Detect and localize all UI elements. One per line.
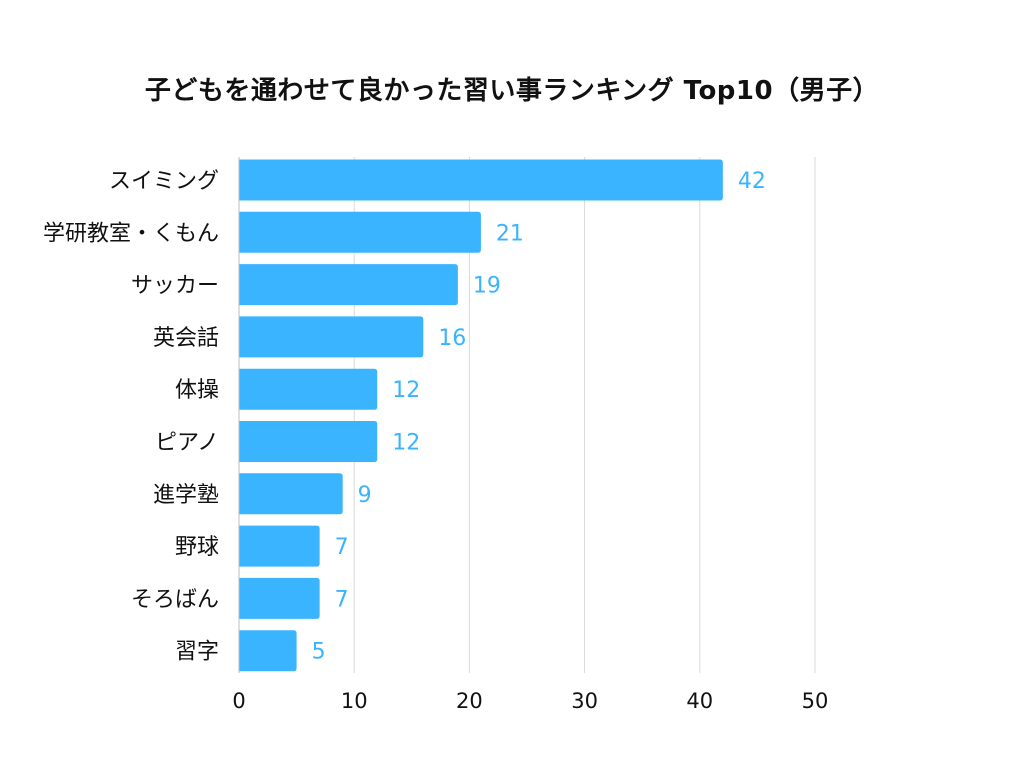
bar-0 bbox=[239, 159, 723, 201]
category-label-5: ピアノ bbox=[155, 431, 219, 456]
value-label-1: 21 bbox=[496, 221, 524, 246]
value-label-7: 7 bbox=[335, 535, 349, 560]
x-tick-label-10: 10 bbox=[341, 689, 368, 713]
value-label-5: 12 bbox=[392, 431, 420, 456]
chart-title: 子どもを通わせて良かった習い事ランキング Top10（男子） bbox=[144, 76, 880, 106]
category-label-9: 習字 bbox=[175, 640, 219, 665]
bar-1 bbox=[239, 211, 481, 253]
bar-5 bbox=[239, 421, 378, 462]
bar-8 bbox=[239, 577, 320, 619]
category-label-8: そろばん bbox=[131, 587, 219, 612]
bar-9 bbox=[239, 630, 297, 672]
bar-7 bbox=[239, 525, 320, 567]
category-label-2: サッカー bbox=[131, 274, 219, 299]
bars bbox=[239, 159, 723, 672]
value-label-3: 16 bbox=[438, 326, 466, 351]
bar-4 bbox=[239, 368, 378, 410]
x-tick-label-0: 0 bbox=[232, 689, 245, 713]
value-label-8: 7 bbox=[335, 587, 349, 612]
bar-6 bbox=[239, 473, 343, 515]
category-label-7: 野球 bbox=[175, 535, 219, 560]
x-tick-label-20: 20 bbox=[456, 689, 483, 713]
labels: 0 10 20 30 40 50 スイミング 42 学研教室・くもん 21 サッカー 19 英会話 16 体… bbox=[43, 169, 828, 713]
x-tick-label-40: 40 bbox=[686, 689, 713, 713]
bar-3 bbox=[239, 316, 424, 358]
category-label-6: 進学塾 bbox=[153, 483, 219, 508]
value-label-4: 12 bbox=[392, 378, 420, 403]
x-tick-label-50: 50 bbox=[802, 689, 829, 713]
category-label-4: 体操 bbox=[175, 378, 219, 403]
category-label-1: 学研教室・くもん bbox=[43, 221, 219, 246]
value-label-2: 19 bbox=[473, 274, 501, 299]
value-label-9: 5 bbox=[312, 640, 326, 665]
x-tick-label-30: 30 bbox=[571, 689, 598, 713]
category-label-3: 英会話 bbox=[153, 326, 219, 351]
value-label-6: 9 bbox=[358, 483, 372, 508]
bar-2 bbox=[239, 264, 458, 306]
value-label-0: 42 bbox=[738, 169, 766, 194]
category-label-0: スイミング bbox=[109, 169, 219, 194]
